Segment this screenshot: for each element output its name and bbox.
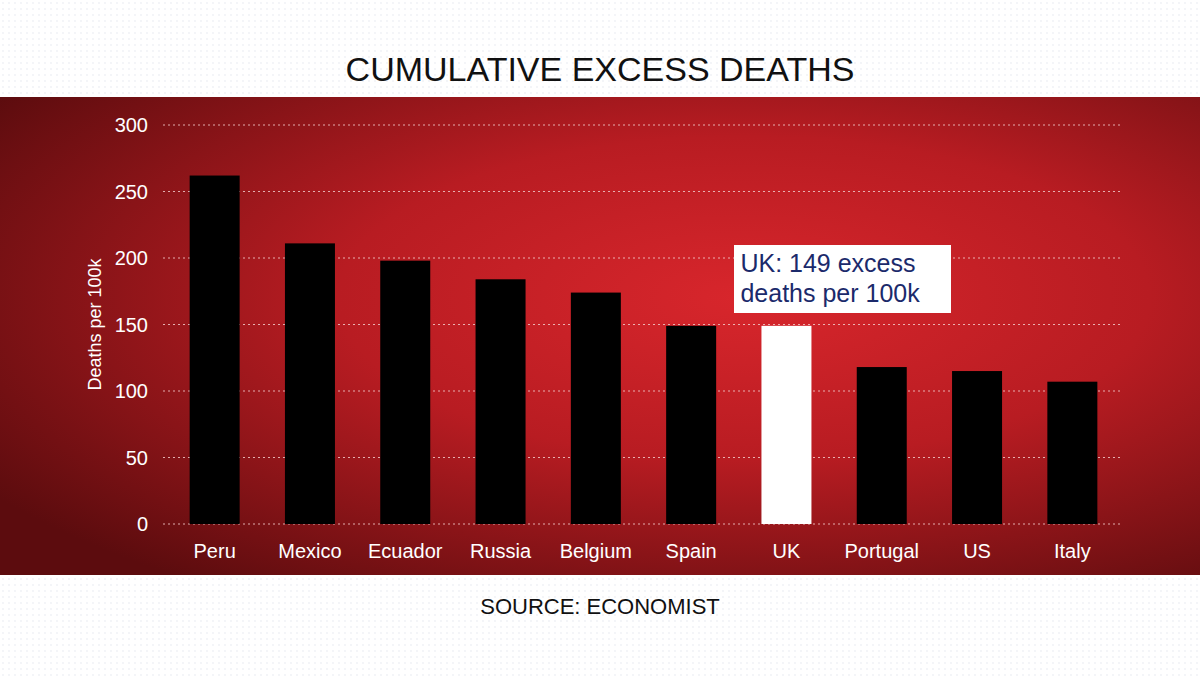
y-tick-label: 300 bbox=[115, 114, 148, 136]
bar bbox=[571, 293, 621, 524]
bar bbox=[1047, 382, 1097, 524]
y-tick-label: 100 bbox=[115, 380, 148, 402]
bar bbox=[190, 176, 240, 524]
y-tick-label: 50 bbox=[126, 447, 148, 469]
y-axis-label: Deaths per 100k bbox=[85, 257, 105, 390]
annotation: UK: 149 excess deaths per 100k bbox=[734, 245, 951, 313]
background bbox=[0, 0, 1200, 677]
bar bbox=[380, 261, 430, 524]
bar bbox=[476, 279, 526, 524]
bar bbox=[285, 243, 335, 524]
x-tick-label: Ecuador bbox=[368, 540, 443, 562]
grid-line bbox=[163, 191, 1120, 192]
x-tick-label: Peru bbox=[194, 540, 236, 562]
x-tick-label: Portugal bbox=[845, 540, 920, 562]
title: CUMULATIVE EXCESS DEATHS bbox=[346, 50, 855, 88]
x-tick-label: Russia bbox=[470, 540, 532, 562]
source: SOURCE: ECONOMIST bbox=[480, 594, 720, 619]
x-tick-label: Spain bbox=[666, 540, 717, 562]
x-tick-label: US bbox=[963, 540, 991, 562]
bars bbox=[190, 176, 1098, 524]
texture bbox=[0, 0, 1200, 677]
bar bbox=[666, 326, 716, 524]
bar bbox=[857, 367, 907, 524]
panel bbox=[0, 97, 1200, 575]
y-tick-label: 0 bbox=[137, 513, 148, 535]
x-tick-label: Mexico bbox=[278, 540, 341, 562]
y-tick-label: 150 bbox=[115, 314, 148, 336]
x-tick-label: Italy bbox=[1054, 540, 1091, 562]
chart-wrap: CUMULATIVE EXCESS DEATHS SOURCE: ECONOMIS… bbox=[0, 0, 1200, 677]
bar bbox=[761, 326, 811, 524]
chart: CUMULATIVE EXCESS DEATHS SOURCE: ECONOMIS… bbox=[0, 0, 1200, 677]
y-tick-label: 250 bbox=[115, 181, 148, 203]
grid-line bbox=[163, 125, 1120, 126]
y-tick-label: 200 bbox=[115, 247, 148, 269]
bar bbox=[952, 371, 1002, 524]
x-tick-label: Belgium bbox=[560, 540, 632, 562]
x-tick-label: UK bbox=[773, 540, 801, 562]
